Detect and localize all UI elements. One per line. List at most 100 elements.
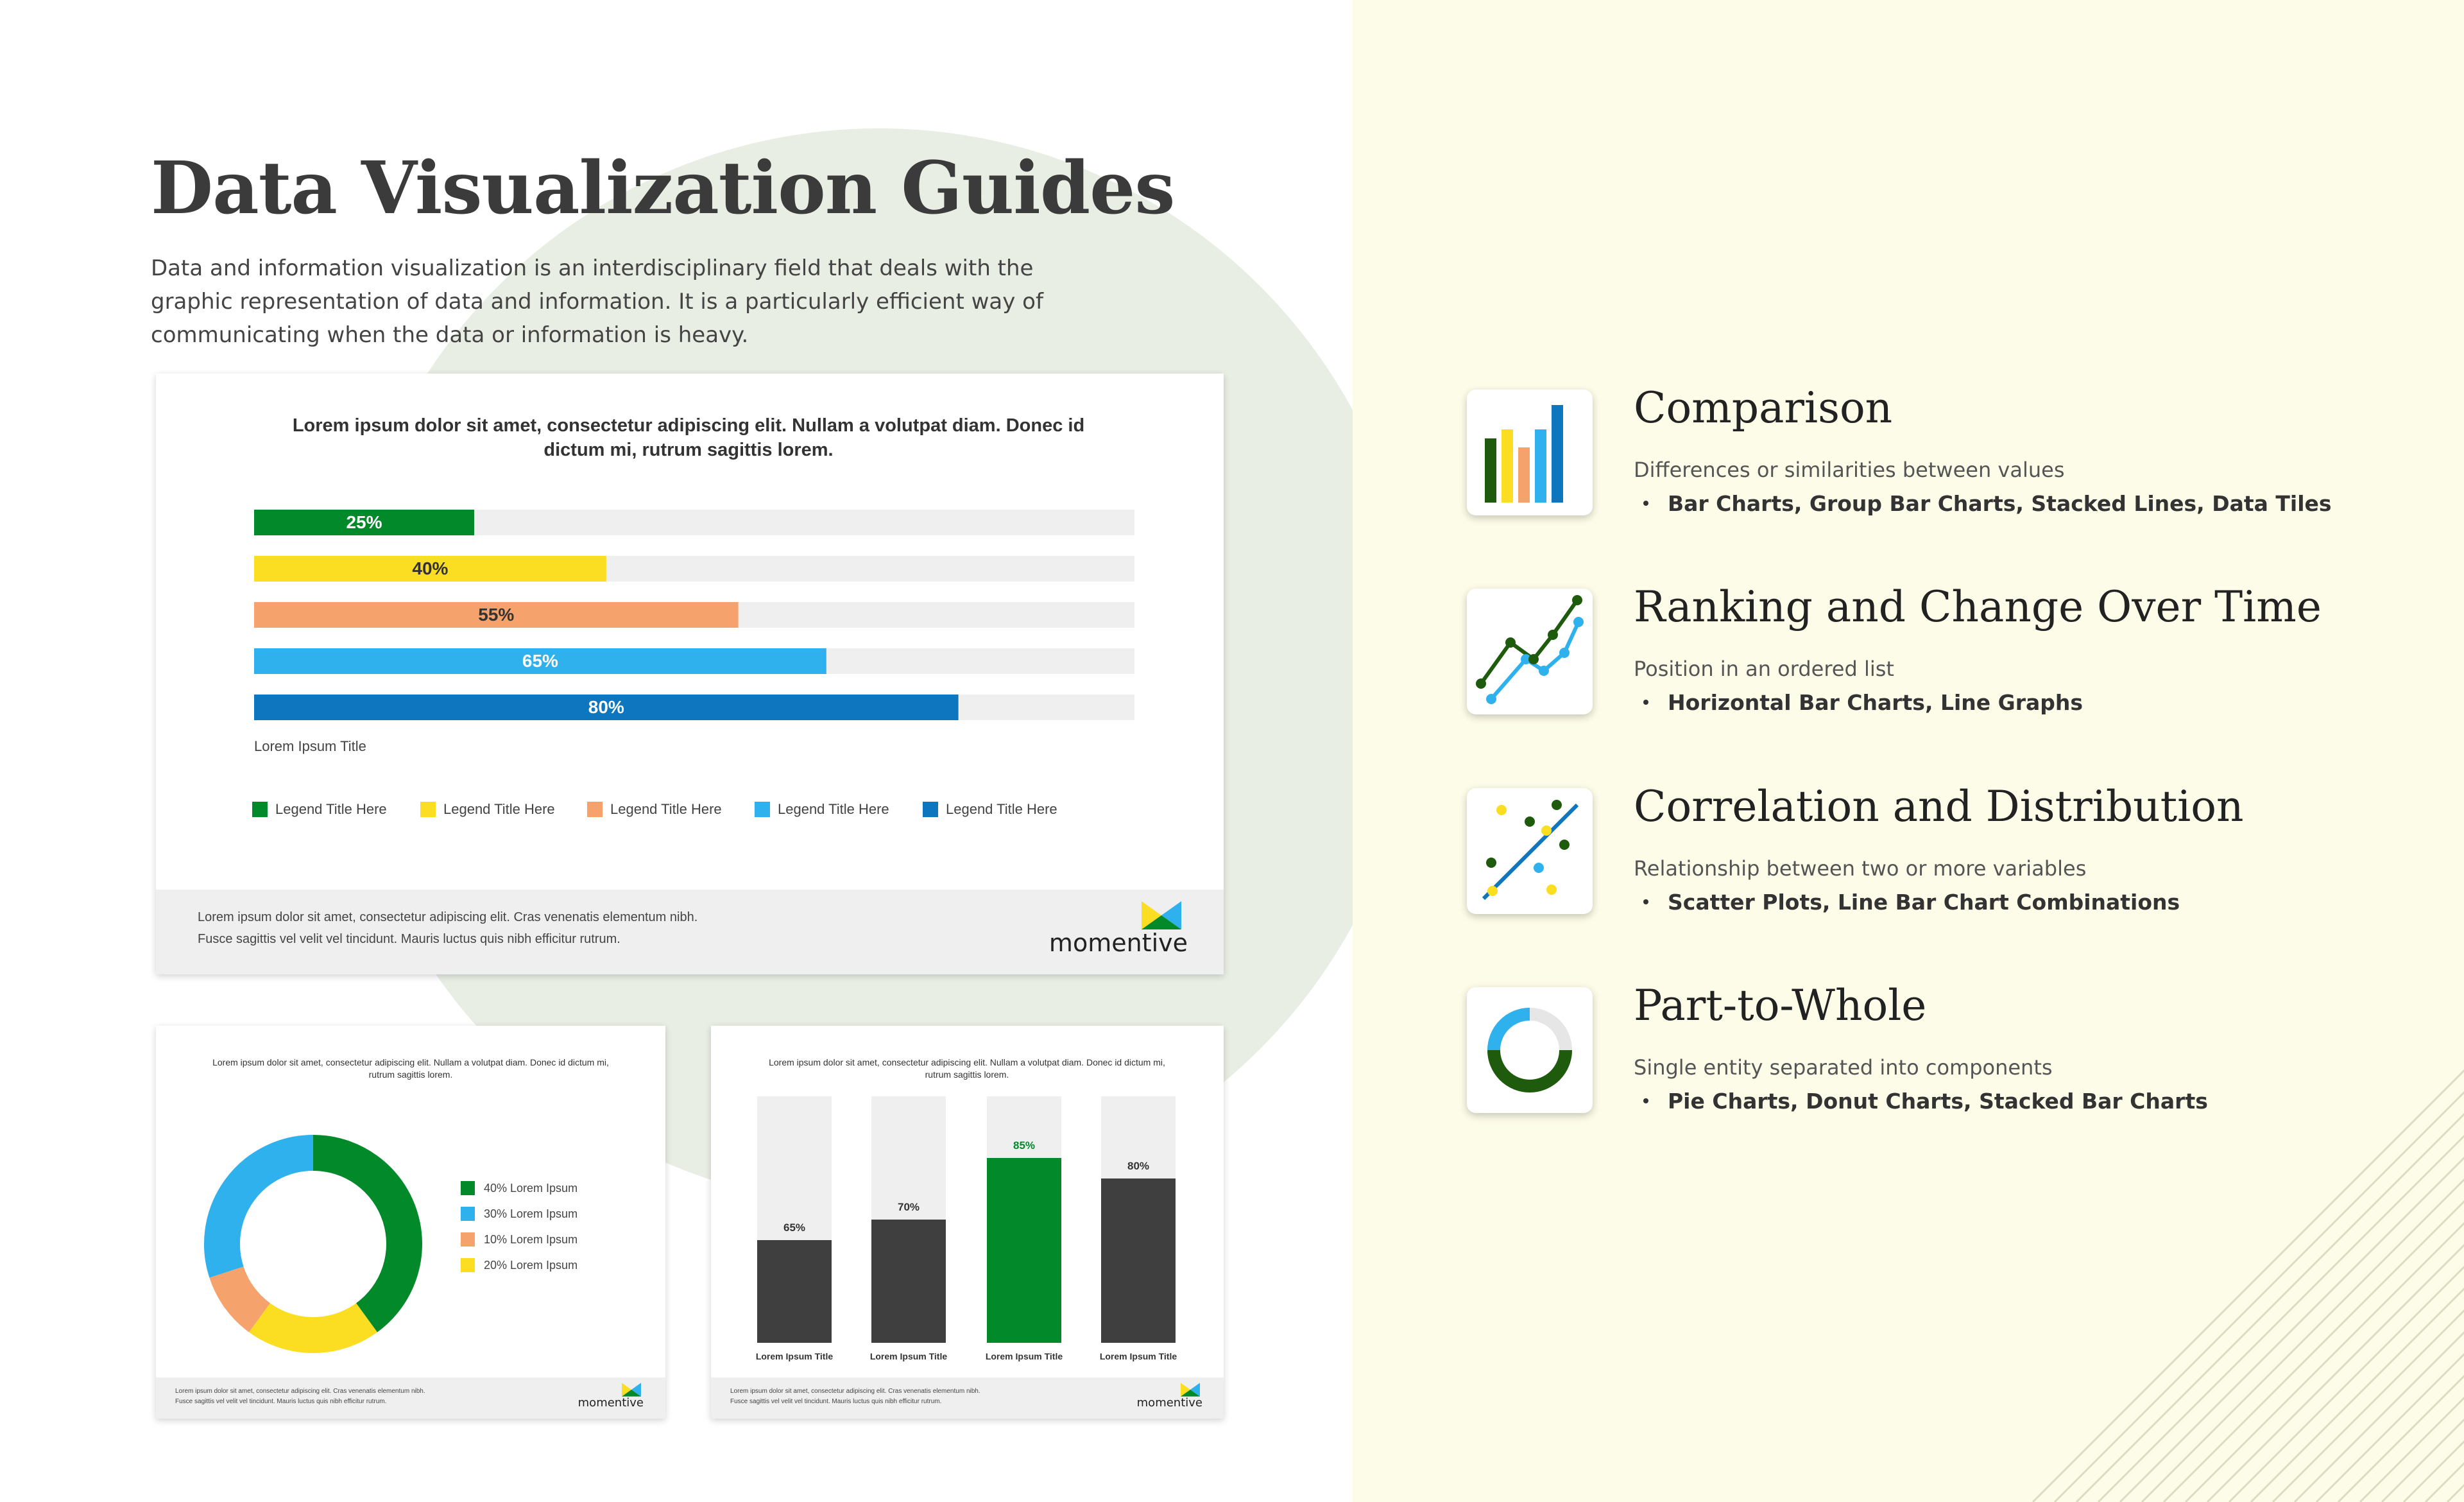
legend-item: 20% Lorem Ipsum — [461, 1258, 578, 1272]
stripe-line — [2293, 1331, 2464, 1502]
momentive-logo: momentive — [1125, 1383, 1202, 1409]
feature-icon-card — [1467, 390, 1593, 515]
donut-slice — [204, 1135, 314, 1278]
chart-title: Lorem ipsum dolor sit amet, consectetur … — [769, 1057, 1165, 1080]
legend-label: 20% Lorem Ipsum — [484, 1258, 578, 1272]
feature-icon-card — [1467, 987, 1593, 1113]
momentive-logo: momentive — [567, 1383, 644, 1409]
axis-title: Lorem Ipsum Title — [254, 738, 366, 754]
legend-label: 10% Lorem Ipsum — [484, 1232, 578, 1246]
legend-item: Legend Title Here — [755, 801, 889, 818]
chart-legend: 40% Lorem Ipsum 30% Lorem Ipsum 10% Lorem … — [461, 1181, 653, 1290]
legend-item: Legend Title Here — [420, 801, 555, 818]
feature-bullet: Bar Charts, Group Bar Charts, Stacked Li… — [1643, 491, 2332, 516]
horizontal-bar-chart: 25% 40% 55% 65% 80% — [254, 510, 1134, 720]
bullet-dot — [1643, 500, 1648, 506]
legend-item: 30% Lorem Ipsum — [461, 1207, 578, 1221]
legend-swatch — [755, 802, 770, 817]
legend-label: Legend Title Here — [778, 801, 889, 817]
bar — [254, 602, 739, 628]
stripe-line — [2272, 1309, 2464, 1502]
bar — [1101, 1178, 1176, 1343]
footer-text-line-2: Fusce sagittis vel velit vel tincidunt. … — [175, 1398, 387, 1405]
stripe-line — [2337, 1374, 2464, 1502]
category-label: Lorem Ipsum Title — [1100, 1351, 1177, 1361]
legend-item: Legend Title Here — [252, 801, 387, 818]
legend-swatch — [252, 802, 268, 817]
feature-comparison: Comparison Differences or similarities b… — [1467, 383, 2429, 537]
bar — [254, 695, 959, 720]
feature-bullet: Scatter Plots, Line Bar Chart Combinatio… — [1643, 890, 2180, 915]
feature-subtitle: Position in an ordered list — [1634, 657, 1894, 681]
legend-swatch — [420, 802, 436, 817]
line-chart-icon — [1476, 595, 1584, 704]
footer-text-line-2: Fusce sagittis vel velit vel tincidunt. … — [198, 932, 620, 946]
feature-title: Part-to-Whole — [1634, 981, 1927, 1030]
bar — [757, 1240, 832, 1343]
feature-bullet-text: Horizontal Bar Charts, Line Graphs — [1668, 690, 2083, 715]
stripe-line — [2206, 1243, 2464, 1502]
legend-item: Legend Title Here — [923, 801, 1057, 818]
legend-label: 30% Lorem Ipsum — [484, 1207, 578, 1220]
feature-subtitle: Single entity separated into components — [1634, 1055, 2053, 1080]
legend-swatch — [461, 1258, 475, 1272]
feature-bullet-text: Scatter Plots, Line Bar Chart Combinatio… — [1668, 890, 2180, 915]
card-footer: Lorem ipsum dolor sit amet, consectetur … — [711, 1377, 1224, 1419]
legend-label: Legend Title Here — [275, 801, 387, 817]
chart-title: Lorem ipsum dolor sit amet, consectetur … — [292, 415, 1085, 460]
horizontal-bar-chart-card: Lorem ipsum dolor sit amet, consectetur … — [156, 374, 1224, 974]
bullet-dot — [1643, 1098, 1648, 1103]
scatter-plot-icon — [1482, 800, 1579, 901]
feature-bullet: Horizontal Bar Charts, Line Graphs — [1643, 690, 2083, 715]
footer-text-line-1: Lorem ipsum dolor sit amet, consectetur … — [175, 1388, 425, 1395]
bar — [254, 510, 474, 535]
right-panel — [1353, 0, 2464, 1502]
bar-label: 55% — [478, 605, 514, 625]
bar-label: 25% — [346, 512, 382, 532]
bar-label: 65% — [522, 651, 558, 671]
momentive-logo-text: momentive — [1136, 1396, 1202, 1410]
feature-ranking-and-change: Ranking and Change Over Time Position in… — [1467, 582, 2429, 736]
vertical-bar-chart-card: Lorem ipsum dolor sit amet, consectetur … — [711, 1026, 1224, 1419]
chart-legend: Legend Title Here Legend Title Here Legend… — [252, 801, 1151, 820]
feature-title: Ranking and Change Over Time — [1634, 582, 2322, 632]
donut-slice — [312, 1135, 422, 1333]
category-label: Lorem Ipsum Title — [870, 1351, 948, 1361]
legend-item: 40% Lorem Ipsum — [461, 1181, 578, 1195]
bar-label: 80% — [588, 697, 624, 717]
feature-icon-card — [1467, 589, 1593, 714]
donut-slice — [209, 1266, 271, 1333]
donut-chart-card: Lorem ipsum dolor sit amet, consectetur … — [156, 1026, 665, 1419]
stripe-line — [2446, 1483, 2464, 1502]
legend-swatch — [461, 1207, 475, 1221]
feature-title: Correlation and Distribution — [1634, 782, 2244, 831]
donut-chart — [204, 1135, 422, 1353]
stripe-line — [2075, 1112, 2464, 1502]
feature-subtitle: Relationship between two or more variabl… — [1634, 856, 2087, 881]
feature-icon-card — [1467, 788, 1593, 914]
bar — [987, 1158, 1061, 1343]
stripe-line — [2250, 1287, 2464, 1502]
bullet-dot — [1643, 899, 1648, 904]
bar — [254, 556, 606, 582]
diagonal-stripes-decoration — [2032, 1069, 2464, 1502]
feature-bullet-text: Bar Charts, Group Bar Charts, Stacked Li… — [1668, 491, 2332, 516]
stripe-line — [2184, 1221, 2464, 1502]
footer-text-line-1: Lorem ipsum dolor sit amet, consectetur … — [730, 1388, 980, 1395]
momentive-logo: momentive — [1029, 901, 1188, 955]
intro-paragraph: Data and information visualization is an… — [151, 255, 1043, 348]
feature-title: Comparison — [1634, 383, 1893, 433]
bar-label: 40% — [412, 558, 448, 578]
category-label: Lorem Ipsum Title — [986, 1351, 1063, 1361]
stripe-line — [2097, 1134, 2464, 1502]
legend-swatch — [587, 802, 603, 817]
momentive-logo-mark — [1181, 1383, 1200, 1397]
category-label: Lorem Ipsum Title — [756, 1351, 834, 1361]
stripe-line — [2315, 1352, 2464, 1502]
stripe-line — [2053, 1091, 2464, 1502]
momentive-logo-mark — [1142, 901, 1181, 929]
feature-correlation-and-distribution: Correlation and Distribution Relationshi… — [1467, 782, 2429, 936]
card-footer: Lorem ipsum dolor sit amet, consectetur … — [156, 890, 1224, 974]
card-footer: Lorem ipsum dolor sit amet, consectetur … — [156, 1377, 665, 1419]
chart-title: Lorem ipsum dolor sit amet, consectetur … — [212, 1057, 609, 1080]
